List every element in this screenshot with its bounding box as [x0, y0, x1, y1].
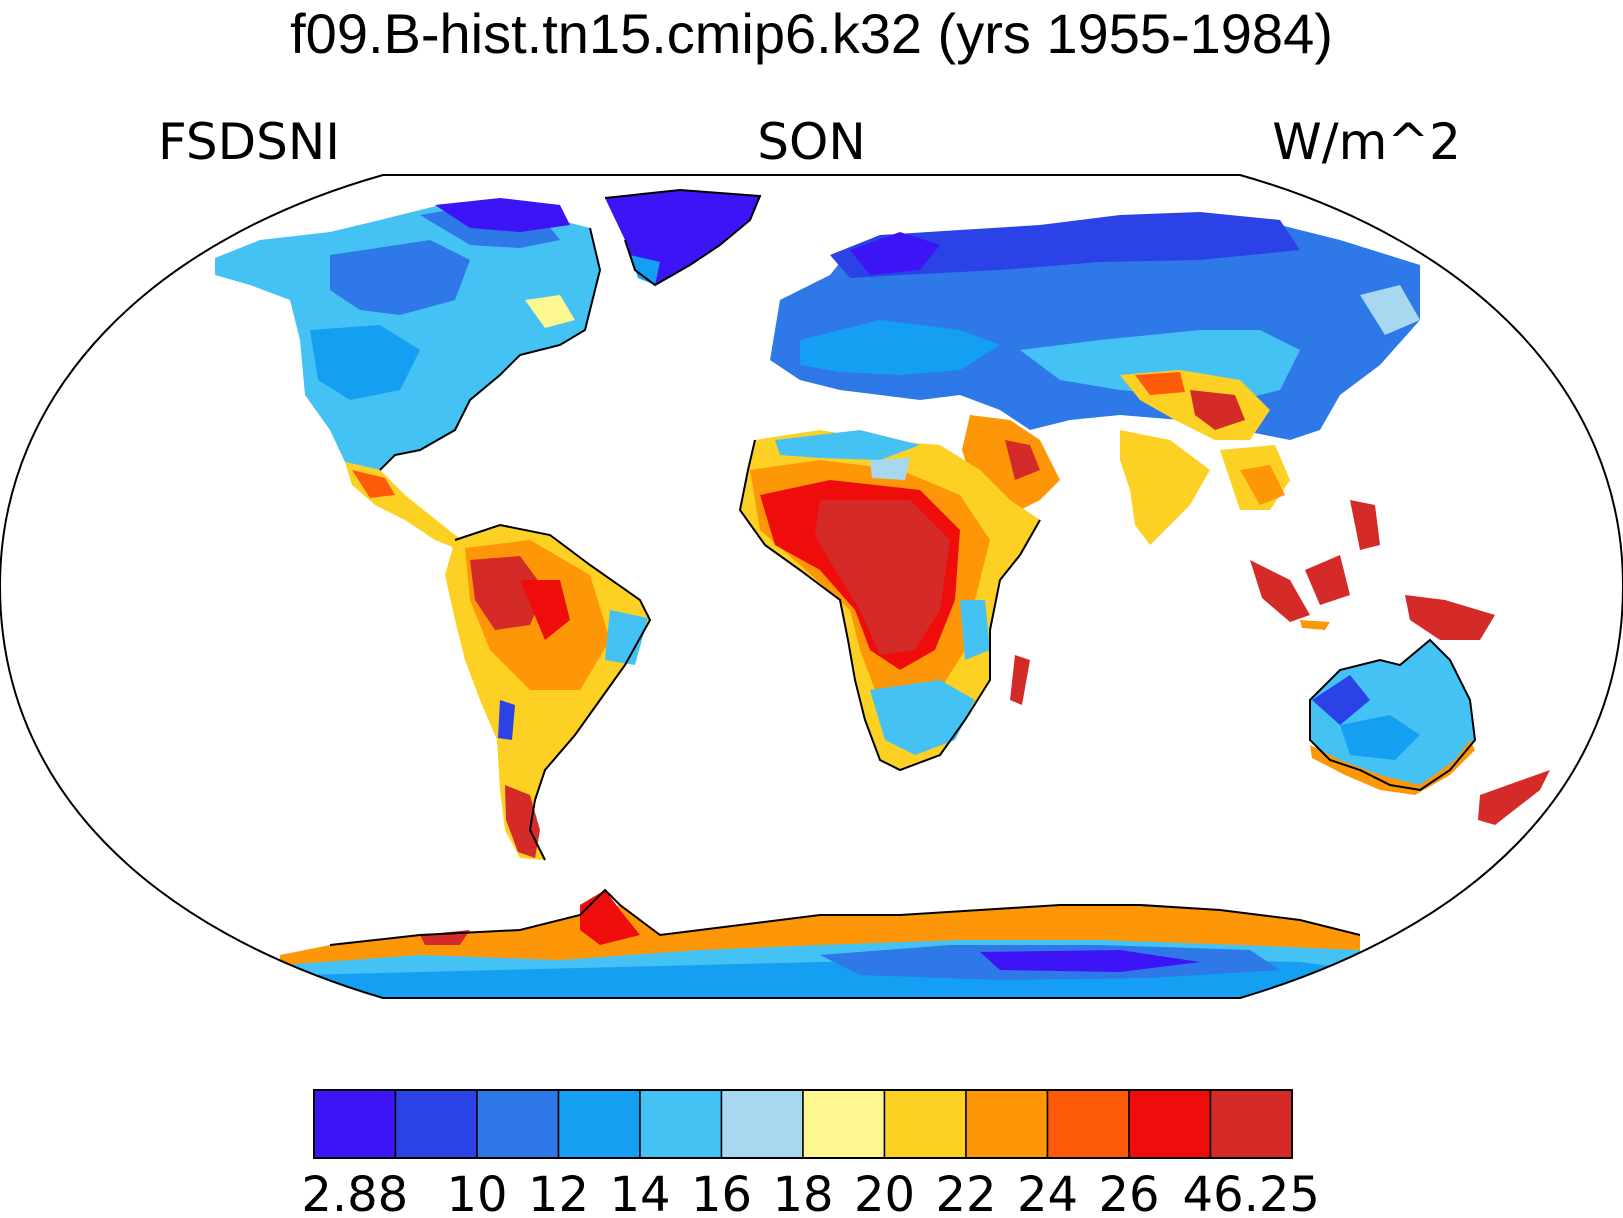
colorbar-swatch: [639, 1089, 723, 1159]
variable-label: FSDSNI: [158, 113, 341, 171]
greenland-region: [605, 190, 760, 285]
colorbar-tick-label: 12: [528, 1167, 589, 1218]
colorbar-swatch: [476, 1089, 560, 1159]
colorbar-frame: [313, 1089, 1293, 1159]
coastlines: [329, 188, 1477, 946]
eurasia-region: [770, 212, 1420, 440]
north-america-region: [215, 198, 600, 470]
colorbar-tick-label: 22: [935, 1167, 996, 1218]
colorbar-tick-label: 24: [1017, 1167, 1078, 1218]
colorbar-swatch: [1046, 1089, 1130, 1159]
colorbar-swatch: [802, 1089, 886, 1159]
colorbar-tick-label: 16: [691, 1167, 752, 1218]
south-america-region: [445, 525, 650, 860]
colorbar-tick-label: 2.88: [301, 1167, 408, 1218]
colorbar-swatch: [1209, 1089, 1293, 1159]
colorbar-tick-label: 10: [446, 1167, 507, 1218]
colorbar-swatch: [394, 1089, 478, 1159]
units-label: W/m^2: [1272, 113, 1461, 171]
colorbar-tick-label: 46.25: [1183, 1167, 1320, 1218]
colorbar-tick-label: 18: [772, 1167, 833, 1218]
colorbar-swatch: [965, 1089, 1049, 1159]
colorbar-swatch: [1128, 1089, 1212, 1159]
colorbar-swatch: [883, 1089, 967, 1159]
africa-region: [740, 430, 1040, 770]
colorbar-tick-label: 14: [609, 1167, 670, 1218]
colorbar-swatch: [557, 1089, 641, 1159]
antarctica-region: [280, 890, 1360, 998]
southeast-asia-islands: [1250, 500, 1495, 640]
central-america-region: [345, 462, 470, 550]
season-label: SON: [757, 113, 866, 171]
colorbar: 2.88 10 12 14 16 18 20 22 24 26 46.25: [301, 1089, 1320, 1218]
colorbar-swatch: [720, 1089, 804, 1159]
map-data-layer: [215, 188, 1550, 998]
colorbar-tick-label: 20: [854, 1167, 915, 1218]
colorbar-tick-label: 26: [1098, 1167, 1159, 1218]
colorbar-swatch: [313, 1089, 397, 1159]
figure-title: f09.B-hist.tn15.cmip6.k32 (yrs 1955-1984…: [290, 2, 1333, 65]
map-border: [0, 174, 1623, 999]
